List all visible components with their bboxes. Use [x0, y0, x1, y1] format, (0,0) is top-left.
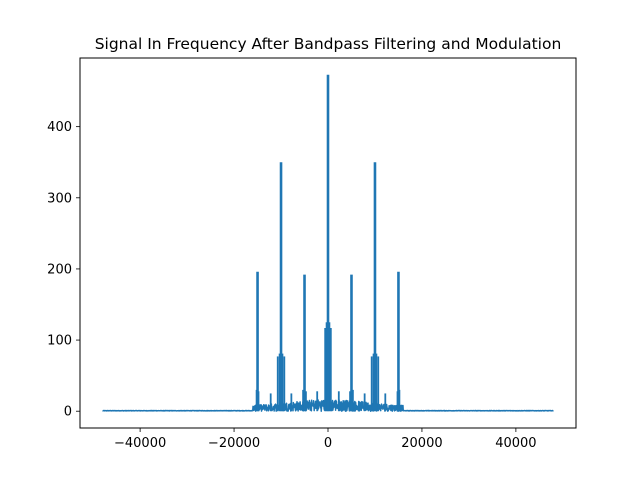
- x-tick-label: 40000: [495, 436, 536, 451]
- x-tick-label: 20000: [401, 436, 442, 451]
- y-tick-label: 100: [47, 334, 72, 349]
- chart-title: Signal In Frequency After Bandpass Filte…: [95, 35, 562, 53]
- y-axis: 0 100 200 300 400: [47, 120, 80, 420]
- y-tick-label: 200: [47, 262, 72, 277]
- y-tick-label: 0: [64, 405, 72, 420]
- series-layer: [102, 74, 554, 412]
- x-tick-label: 0: [324, 436, 332, 451]
- x-axis: −40000 −20000 0 20000 40000: [114, 428, 537, 451]
- y-tick-label: 400: [47, 120, 72, 135]
- y-tick-label: 300: [47, 191, 72, 206]
- x-tick-label: −40000: [114, 436, 166, 451]
- plot-area: [79, 57, 577, 429]
- x-tick-label: −20000: [208, 436, 260, 451]
